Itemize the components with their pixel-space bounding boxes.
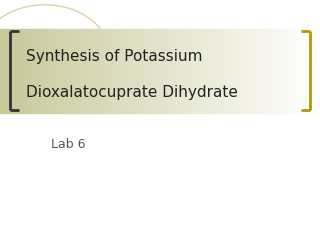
Bar — [176, 29, 180, 113]
Bar — [152, 29, 156, 113]
Bar — [108, 29, 112, 113]
Bar — [196, 29, 200, 113]
Bar — [44, 29, 48, 113]
Bar — [256, 29, 260, 113]
Bar — [120, 29, 124, 113]
Bar — [148, 29, 152, 113]
Bar — [200, 29, 204, 113]
Bar — [288, 29, 292, 113]
Bar — [268, 29, 272, 113]
Bar — [248, 29, 252, 113]
Bar — [236, 29, 240, 113]
Bar — [116, 29, 120, 113]
Bar — [132, 29, 136, 113]
Bar — [20, 29, 24, 113]
Bar — [308, 29, 312, 113]
Bar — [164, 29, 168, 113]
Bar — [160, 29, 164, 113]
Bar — [8, 29, 12, 113]
Bar — [4, 29, 8, 113]
Bar — [184, 29, 188, 113]
Bar — [252, 29, 256, 113]
Bar — [52, 29, 56, 113]
Bar — [220, 29, 224, 113]
Bar — [64, 29, 68, 113]
Bar — [280, 29, 284, 113]
Bar — [276, 29, 280, 113]
Bar — [12, 29, 16, 113]
Bar — [48, 29, 52, 113]
Bar — [40, 29, 44, 113]
Bar — [284, 29, 288, 113]
Bar — [36, 29, 40, 113]
Bar — [192, 29, 196, 113]
Text: Dioxalatocuprate Dihydrate: Dioxalatocuprate Dihydrate — [26, 85, 237, 100]
Bar — [296, 29, 300, 113]
Bar — [216, 29, 220, 113]
Text: Synthesis of Potassium: Synthesis of Potassium — [26, 49, 202, 64]
Bar — [16, 29, 20, 113]
Bar — [76, 29, 80, 113]
Bar — [96, 29, 100, 113]
Bar — [124, 29, 128, 113]
Text: Lab 6: Lab 6 — [51, 138, 86, 150]
Bar — [128, 29, 132, 113]
Bar — [56, 29, 60, 113]
Bar — [272, 29, 276, 113]
Bar — [68, 29, 72, 113]
Bar — [312, 29, 316, 113]
Bar — [212, 29, 216, 113]
Bar — [144, 29, 148, 113]
Bar — [172, 29, 176, 113]
Bar — [260, 29, 264, 113]
Bar — [24, 29, 28, 113]
Bar — [88, 29, 92, 113]
Bar — [112, 29, 116, 113]
Bar — [208, 29, 212, 113]
Bar — [264, 29, 268, 113]
Bar — [28, 29, 32, 113]
Bar — [244, 29, 248, 113]
Bar — [228, 29, 232, 113]
Bar — [104, 29, 108, 113]
Bar — [100, 29, 104, 113]
Bar — [300, 29, 304, 113]
Bar — [292, 29, 296, 113]
Bar — [168, 29, 172, 113]
Bar — [0, 29, 4, 113]
Bar — [72, 29, 76, 113]
Bar — [156, 29, 160, 113]
Bar — [32, 29, 36, 113]
Bar — [304, 29, 308, 113]
Bar — [316, 29, 320, 113]
Bar — [224, 29, 228, 113]
Bar — [60, 29, 64, 113]
Bar — [92, 29, 96, 113]
Bar — [80, 29, 84, 113]
Bar — [240, 29, 244, 113]
Bar — [136, 29, 140, 113]
Bar — [140, 29, 144, 113]
Bar — [84, 29, 88, 113]
Bar — [180, 29, 184, 113]
Bar — [188, 29, 192, 113]
Bar — [204, 29, 208, 113]
Bar — [232, 29, 236, 113]
